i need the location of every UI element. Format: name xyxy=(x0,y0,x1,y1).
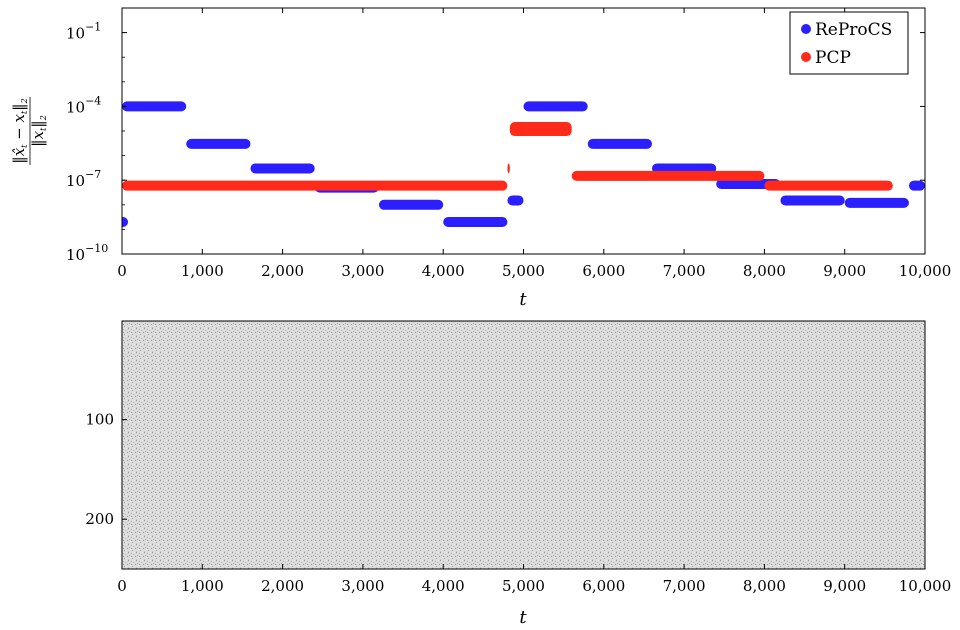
segment-reprocs-14 xyxy=(908,180,925,191)
segment-pcp-4 xyxy=(764,180,893,191)
segment-pcp-2 xyxy=(509,122,572,137)
bottom-x-tick-label: 9,000 xyxy=(823,577,866,595)
segment-reprocs-2 xyxy=(186,138,251,149)
top-x-tick-label: 1,000 xyxy=(181,262,224,280)
top-y-tick-label: 10−7 xyxy=(66,168,101,190)
segment-reprocs-7 xyxy=(507,195,524,206)
bottom-x-tick-label: 2,000 xyxy=(261,577,304,595)
segment-pcp-1 xyxy=(507,163,510,174)
segment-reprocs-9 xyxy=(587,138,652,149)
top-x-tick-label: 2,000 xyxy=(261,262,304,280)
top-x-tick-label: 4,000 xyxy=(422,262,465,280)
top-x-tick-label: 6,000 xyxy=(582,262,625,280)
top-chart: 0 1,000 2,000 3,000 4,000 5,000 6,000 7,000 8,00… xyxy=(10,7,951,310)
segment-reprocs-12 xyxy=(780,195,845,206)
top-y-tick-label: 10−10 xyxy=(66,242,108,264)
top-x-tick-label: 0 xyxy=(117,262,127,280)
segment-reprocs-8 xyxy=(523,101,588,112)
legend-marker-pcp xyxy=(801,52,811,62)
segment-reprocs-13 xyxy=(844,197,909,208)
series-pcp xyxy=(122,122,893,191)
heatmap-image xyxy=(122,321,925,569)
bottom-x-tick-label: 0 xyxy=(117,577,127,595)
legend-label-reprocs: ReProCS xyxy=(815,20,892,40)
bottom-x-axis-title: t xyxy=(519,607,527,628)
bottom-axis-ticks: 0 1,000 2,000 3,000 4,000 5,000 6,000 7,000 8,00… xyxy=(85,411,951,595)
legend-label-pcp: PCP xyxy=(815,48,851,68)
bottom-x-tick-label: 3,000 xyxy=(341,577,384,595)
bottom-x-tick-label: 7,000 xyxy=(663,577,706,595)
bottom-x-tick-label: 10,000 xyxy=(899,577,952,595)
legend-box xyxy=(789,11,909,75)
top-x-axis-title: t xyxy=(519,289,527,310)
top-y-tick-label: 10−1 xyxy=(66,21,101,43)
segment-reprocs-3 xyxy=(250,163,315,174)
point-reprocs-0 xyxy=(122,216,128,227)
segment-pcp-0 xyxy=(122,180,508,191)
bottom-x-tick-label: 8,000 xyxy=(743,577,786,595)
top-x-tick-label: 9,000 xyxy=(823,262,866,280)
top-x-tick-label: 7,000 xyxy=(663,262,706,280)
top-x-tick-label: 8,000 xyxy=(743,262,786,280)
segment-reprocs-11 xyxy=(716,179,781,190)
bottom-x-tick-label: 4,000 xyxy=(422,577,465,595)
top-y-axis-title: ‖x̂t − xt‖2 ‖xt‖2 xyxy=(10,97,48,165)
bottom-chart: 0 1,000 2,000 3,000 4,000 5,000 6,000 7,000 8,00… xyxy=(85,320,951,628)
bottom-x-tick-label: 6,000 xyxy=(582,577,625,595)
bottom-y-tick-label: 100 xyxy=(85,411,114,429)
top-series-layer xyxy=(122,101,925,227)
top-x-tick-label: 5,000 xyxy=(502,262,545,280)
legend: ReProCS PCP xyxy=(789,11,909,75)
bottom-y-tick-label: 200 xyxy=(85,510,114,528)
svg-text:‖x̂t − xt‖2: ‖x̂t − xt‖2 xyxy=(10,98,29,164)
top-axis-ticks: 0 1,000 2,000 3,000 4,000 5,000 6,000 7,000 8,00… xyxy=(66,8,951,280)
segment-reprocs-1 xyxy=(122,101,187,112)
segment-reprocs-6 xyxy=(443,216,508,227)
segment-pcp-3 xyxy=(571,170,765,181)
svg-text:‖xt‖2: ‖xt‖2 xyxy=(29,115,48,147)
top-x-tick-label: 3,000 xyxy=(341,262,384,280)
bottom-x-tick-label: 1,000 xyxy=(181,577,224,595)
bottom-x-tick-label: 5,000 xyxy=(502,577,545,595)
legend-marker-reprocs xyxy=(801,24,811,34)
top-x-tick-label: 10,000 xyxy=(899,262,952,280)
top-y-tick-label: 10−4 xyxy=(66,94,101,116)
segment-reprocs-5 xyxy=(378,199,444,210)
